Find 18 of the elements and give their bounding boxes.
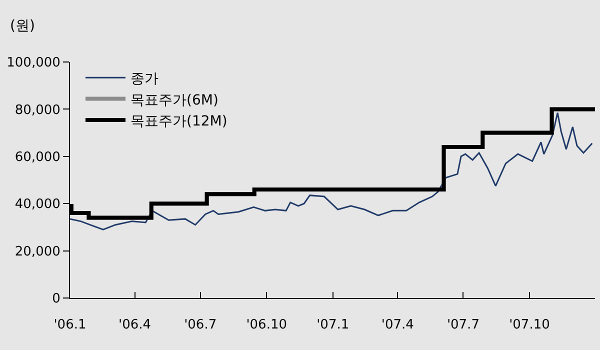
x-tick-label: '07.1 xyxy=(316,318,350,333)
legend-label: 목표주가(12M) xyxy=(130,113,228,130)
legend-label: 종가 xyxy=(130,71,158,88)
x-tick-label: '07.7 xyxy=(446,318,480,333)
y-axis-title: (원) xyxy=(10,18,35,34)
legend-label: 목표주가(6M) xyxy=(130,92,218,108)
x-tick-label: '07.4 xyxy=(381,318,414,333)
x-tick-label: '06.7 xyxy=(184,318,217,333)
x-tick-label: '07.10 xyxy=(509,318,550,333)
y-tick-label: 100,000 xyxy=(6,56,60,71)
x-tick-label: '06.4 xyxy=(118,318,152,333)
y-tick-label: 20,000 xyxy=(14,244,60,260)
y-tick-label: 80,000 xyxy=(14,102,60,118)
y-tick-label: 0 xyxy=(52,292,60,307)
x-tick-label: '06.1 xyxy=(54,318,86,333)
y-tick-label: 40,000 xyxy=(14,197,60,212)
x-tick-label: '06.10 xyxy=(246,318,287,333)
y-tick-label: 60,000 xyxy=(14,150,60,165)
